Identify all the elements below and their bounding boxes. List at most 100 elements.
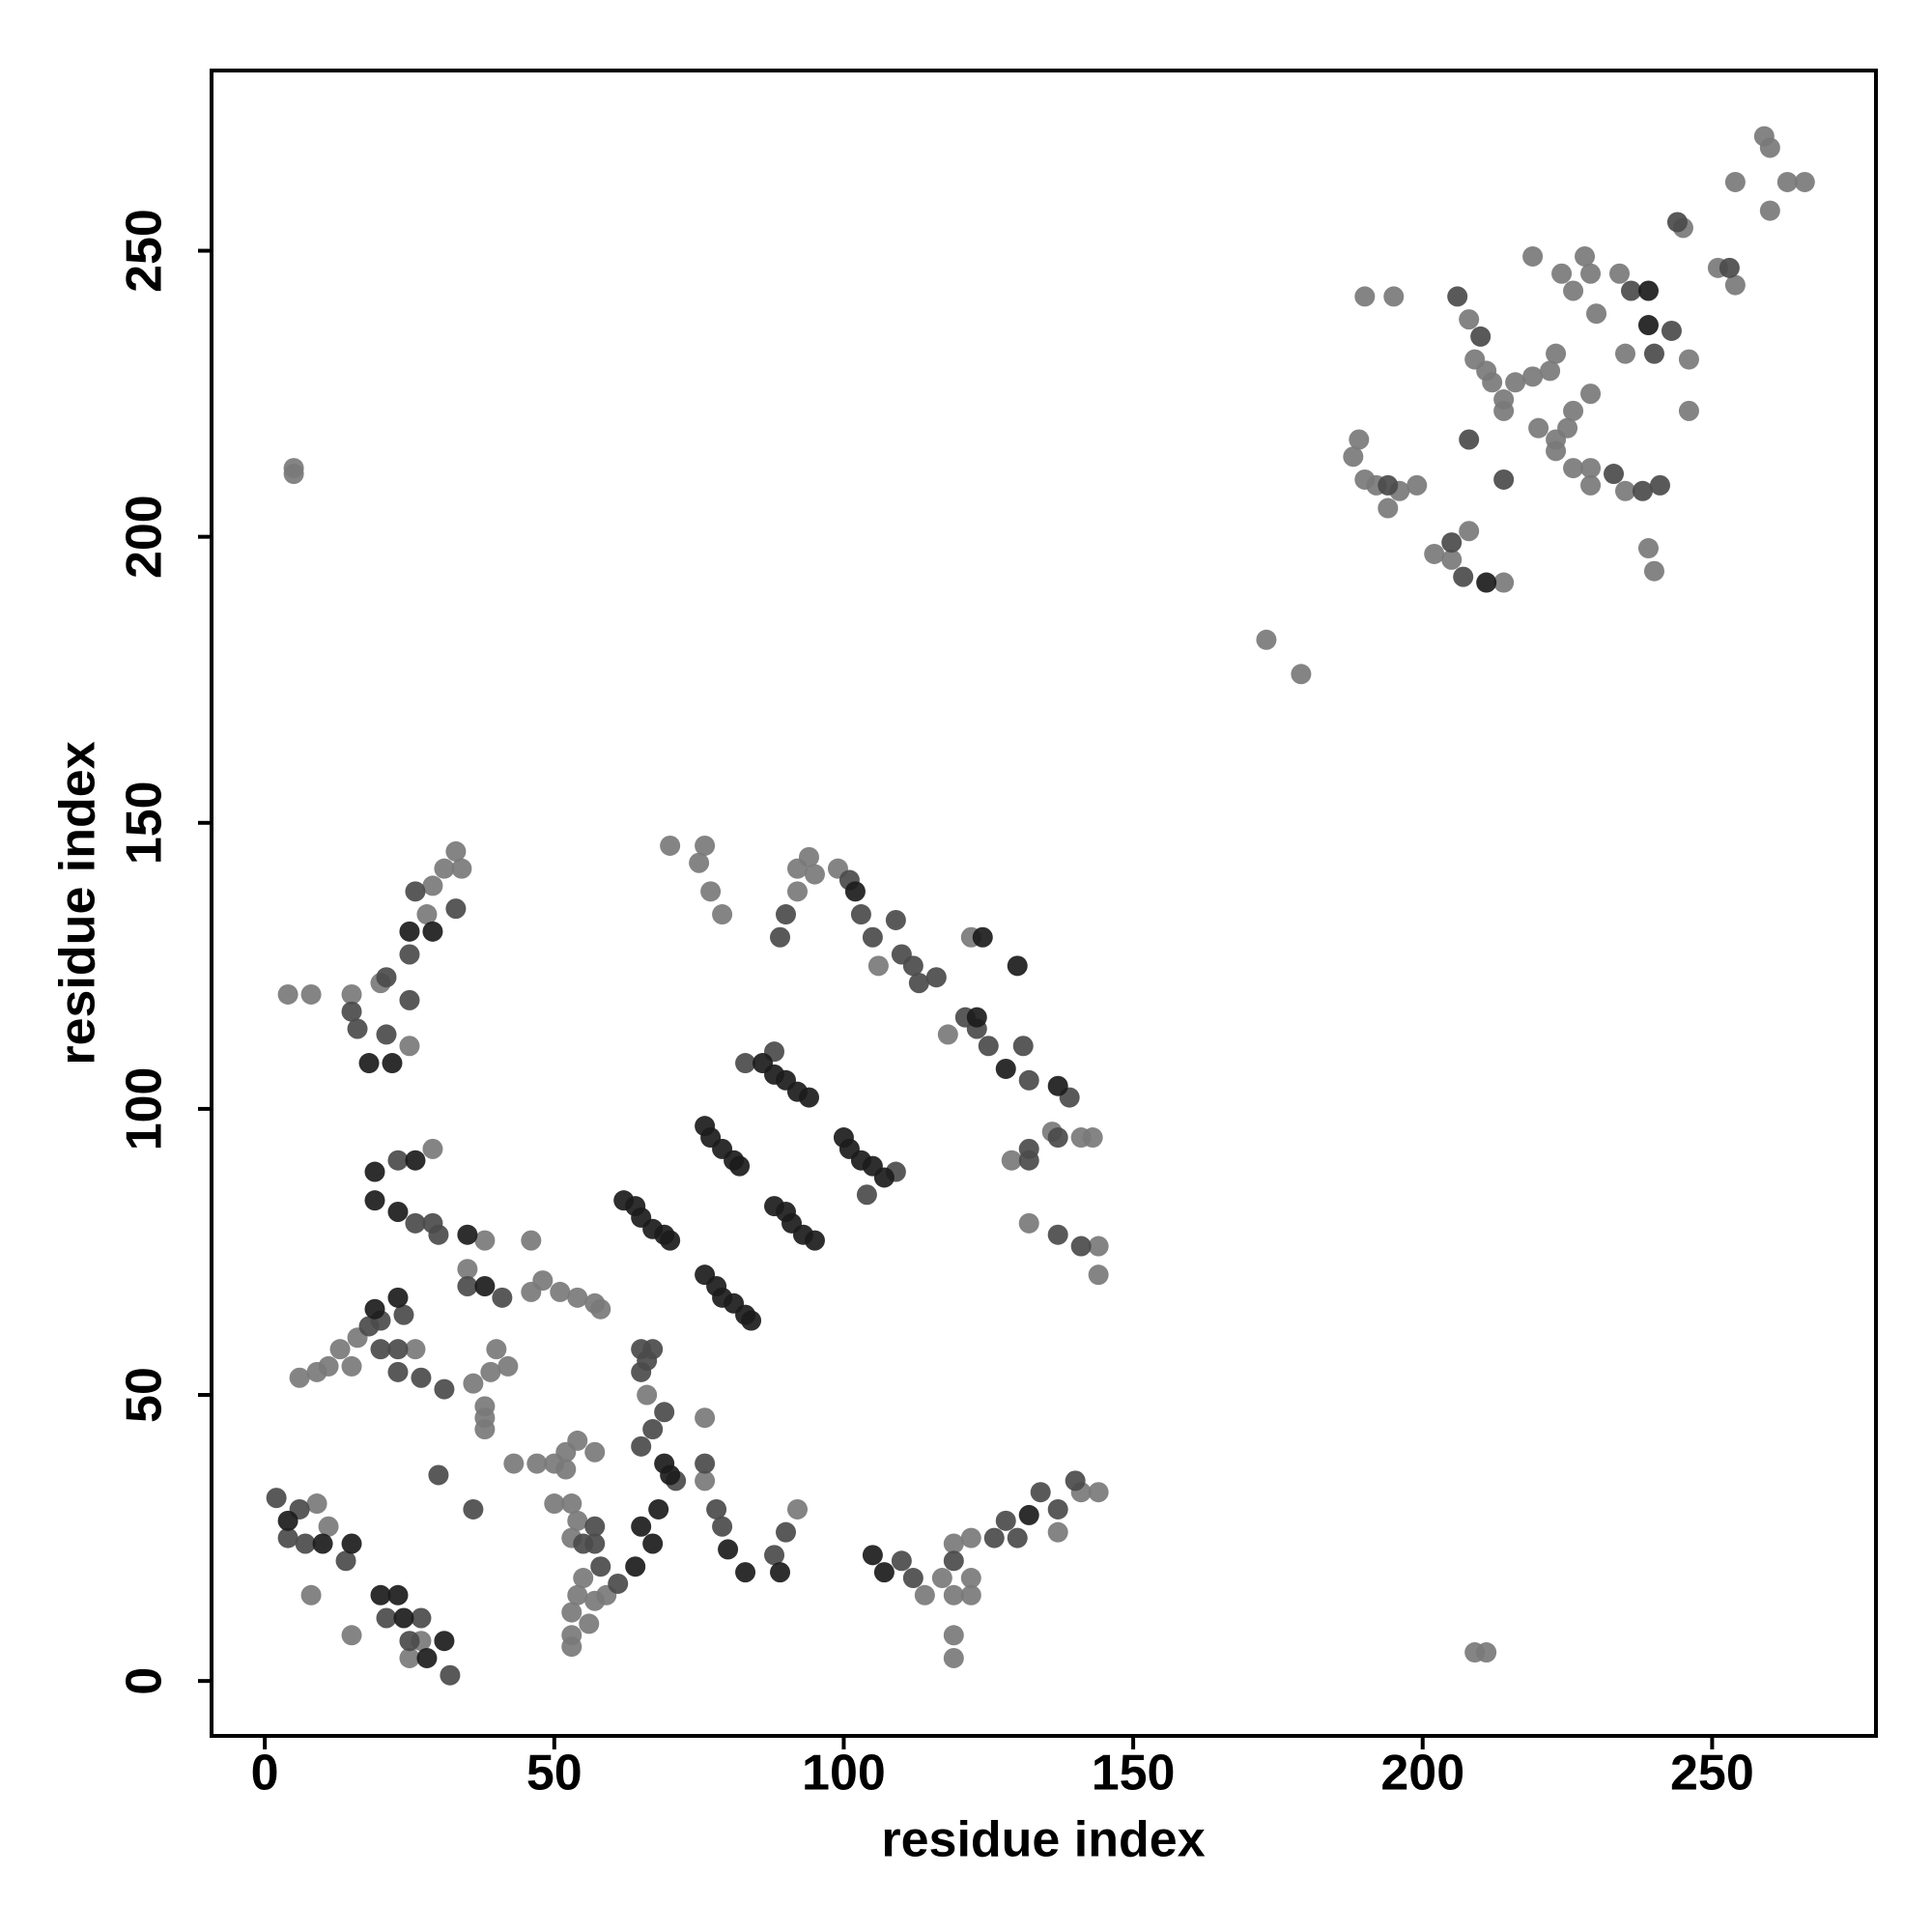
scatter-point xyxy=(497,1355,519,1377)
scatter-point xyxy=(1522,245,1544,267)
scatter-point xyxy=(1678,400,1699,421)
scatter-point xyxy=(1047,1224,1068,1245)
scatter-point xyxy=(1546,440,1567,462)
scatter-point xyxy=(862,1545,883,1566)
plot-frame xyxy=(210,69,1878,1738)
scatter-point xyxy=(1604,464,1625,485)
scatter-point xyxy=(1459,521,1480,542)
scatter-point xyxy=(405,1339,426,1360)
scatter-point xyxy=(1047,1498,1068,1520)
scatter-point xyxy=(873,1167,895,1188)
scatter-point xyxy=(584,1441,606,1463)
scatter-point xyxy=(387,1150,409,1171)
scatter-point xyxy=(735,1562,756,1583)
scatter-point xyxy=(387,1584,409,1605)
scatter-point xyxy=(579,1613,600,1634)
scatter-point xyxy=(1724,171,1746,192)
scatter-point xyxy=(1406,474,1428,496)
scatter-point xyxy=(1528,417,1549,439)
scatter-point xyxy=(943,1584,964,1605)
scatter-point xyxy=(625,1556,646,1577)
scatter-point xyxy=(695,1453,716,1474)
scatter-point xyxy=(960,1527,981,1548)
scatter-point xyxy=(440,1664,461,1686)
scatter-point xyxy=(1070,1236,1092,1257)
scatter-point xyxy=(798,846,819,867)
scatter-point xyxy=(642,1533,664,1554)
scatter-point xyxy=(914,1584,935,1605)
scatter-point xyxy=(1666,212,1688,233)
scatter-point xyxy=(364,1298,385,1320)
scatter-point xyxy=(867,955,889,977)
scatter-point xyxy=(411,1607,432,1629)
scatter-point xyxy=(341,1625,362,1646)
scatter-point xyxy=(856,1184,877,1206)
scatter-point xyxy=(1759,200,1780,221)
scatter-point xyxy=(1540,360,1561,382)
scatter-point xyxy=(347,1018,368,1039)
scatter-point xyxy=(492,1287,513,1308)
x-tick-label: 250 xyxy=(1670,1746,1754,1802)
scatter-point xyxy=(648,1498,669,1520)
scatter-point xyxy=(1047,1075,1068,1096)
scatter-point xyxy=(902,955,923,977)
scatter-point xyxy=(1018,1069,1039,1091)
scatter-point xyxy=(735,1053,756,1074)
scatter-point xyxy=(411,1367,432,1388)
scatter-point xyxy=(764,1545,785,1566)
x-tick-label: 150 xyxy=(1092,1746,1176,1802)
scatter-point xyxy=(943,1533,964,1554)
scatter-point xyxy=(283,464,304,485)
scatter-point xyxy=(1643,560,1664,582)
scatter-point xyxy=(1018,1150,1039,1171)
scatter-point xyxy=(1001,1150,1022,1171)
scatter-point xyxy=(776,1521,797,1543)
scatter-point xyxy=(1563,280,1584,301)
scatter-point xyxy=(925,967,947,988)
scatter-point xyxy=(405,1150,426,1171)
scatter-point xyxy=(567,1430,588,1451)
scatter-point xyxy=(358,1053,380,1074)
scatter-point xyxy=(1493,572,1515,593)
scatter-point xyxy=(631,1435,652,1457)
scatter-point xyxy=(387,1339,409,1360)
scatter-point xyxy=(1493,400,1515,421)
scatter-point xyxy=(376,1607,397,1629)
scatter-point xyxy=(1047,1127,1068,1149)
scatter-point xyxy=(1256,629,1277,650)
scatter-point xyxy=(445,840,467,862)
scatter-point xyxy=(660,1464,681,1486)
scatter-point xyxy=(1563,458,1584,479)
scatter-point xyxy=(718,1539,739,1560)
scatter-point xyxy=(1609,263,1631,284)
scatter-point xyxy=(660,1230,681,1251)
y-tick-label: 250 xyxy=(117,209,173,293)
scatter-point xyxy=(277,1510,298,1531)
scatter-point xyxy=(474,1407,496,1429)
scatter-point xyxy=(1030,1482,1051,1503)
scatter-point xyxy=(416,1647,438,1668)
scatter-point xyxy=(573,1568,594,1589)
scatter-point xyxy=(885,909,906,930)
scatter-point xyxy=(1065,1470,1086,1492)
scatter-point xyxy=(1447,286,1468,307)
scatter-point xyxy=(1088,1264,1109,1286)
scatter-point xyxy=(457,1276,478,1297)
scatter-point xyxy=(1580,263,1602,284)
scatter-point xyxy=(908,973,929,994)
scatter-point xyxy=(526,1453,548,1474)
scatter-point xyxy=(1551,263,1573,284)
scatter-point xyxy=(544,1493,565,1515)
x-tick-label: 200 xyxy=(1380,1746,1464,1802)
scatter-point xyxy=(550,1281,571,1302)
scatter-point xyxy=(1575,245,1596,267)
scatter-point xyxy=(1047,1521,1068,1543)
scatter-point xyxy=(642,1419,664,1440)
y-tick-label: 0 xyxy=(117,1667,173,1695)
scatter-point xyxy=(405,881,426,902)
scatter-point xyxy=(341,1001,362,1022)
y-tick-label: 50 xyxy=(117,1367,173,1423)
scatter-point xyxy=(405,1212,426,1234)
scatter-point xyxy=(1018,1212,1039,1234)
scatter-point xyxy=(434,858,455,879)
